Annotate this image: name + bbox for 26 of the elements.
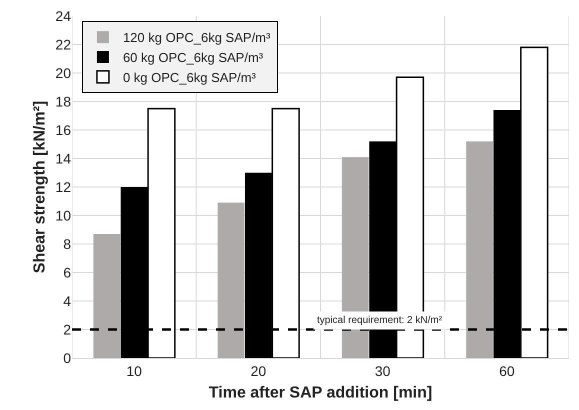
- x-tick-label: 30: [374, 362, 391, 379]
- x-tick-label: 10: [126, 362, 142, 379]
- bar: [466, 141, 493, 358]
- y-axis-title: Shear strength [kN/m²]: [31, 100, 48, 274]
- x-axis-title: Time after SAP addition [min]: [208, 384, 432, 402]
- y-tick-label: 14: [55, 150, 72, 166]
- bar: [93, 234, 120, 358]
- legend-label: 60 kg OPC_6kg SAP/m³: [122, 50, 264, 66]
- x-tick-label: 60: [499, 362, 515, 379]
- legend-label: 0 kg OPC_6kg SAP/m³: [122, 70, 257, 85]
- bar: [218, 202, 244, 358]
- y-tick-label: 10: [55, 207, 72, 224]
- y-tick-label: 2: [63, 321, 72, 338]
- y-tick-label: 0: [63, 350, 72, 366]
- y-tick-label: 8: [63, 236, 72, 252]
- y-tick-label: 4: [63, 292, 72, 309]
- legend-label: 120 kg OPC_6kg SAP/m³: [122, 30, 272, 46]
- y-tick-label: 16: [55, 122, 72, 138]
- y-tick-label: 6: [63, 264, 72, 280]
- y-tick-label: 24: [55, 8, 72, 24]
- y-tick-label: 18: [55, 93, 72, 110]
- y-tick-label: 20: [55, 64, 72, 81]
- y-tick-label: 22: [55, 36, 72, 52]
- x-tick-label: 20: [250, 362, 266, 379]
- y-tick-label: 12: [55, 178, 72, 195]
- ref-line-label: typical requirement: 2 kN/m²: [317, 315, 443, 326]
